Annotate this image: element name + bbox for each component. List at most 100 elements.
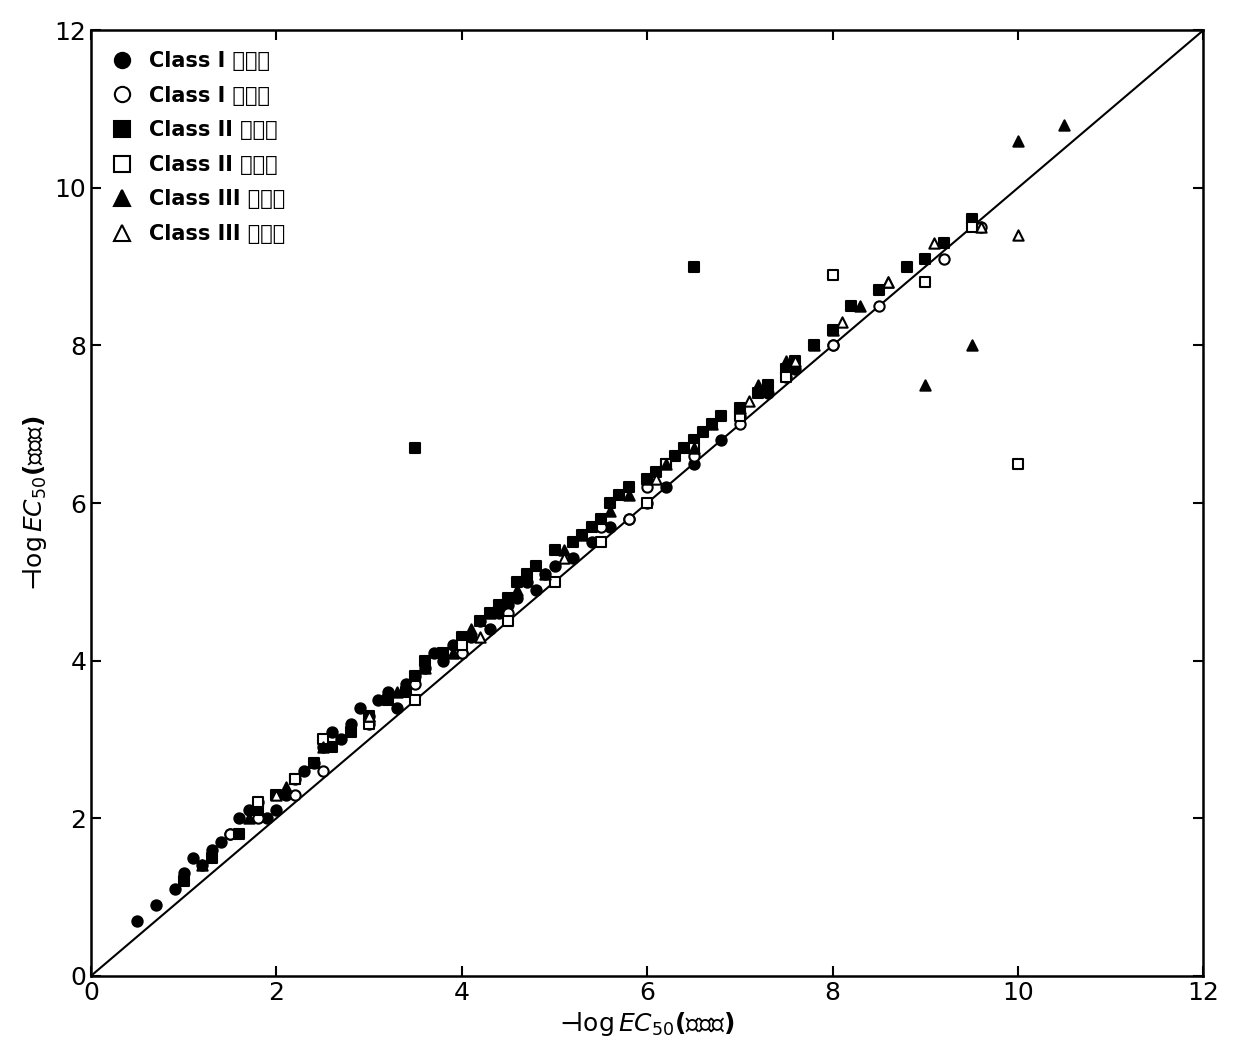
Point: [702, 416, 722, 433]
Point: [971, 219, 991, 236]
Point: [582, 518, 601, 535]
Point: [600, 518, 620, 535]
Point: [776, 369, 796, 385]
Point: [573, 526, 593, 543]
Point: [822, 321, 842, 338]
Point: [730, 416, 750, 433]
Point: [312, 739, 332, 756]
Point: [591, 510, 611, 527]
Point: [758, 384, 777, 401]
Point: [544, 573, 564, 590]
Point: [433, 652, 453, 669]
Point: [480, 621, 500, 638]
Point: [656, 455, 676, 472]
Point: [683, 439, 703, 456]
Point: [443, 636, 463, 653]
Point: [683, 258, 703, 275]
Point: [360, 715, 379, 732]
Point: [285, 770, 305, 787]
Point: [498, 605, 518, 622]
Point: [822, 337, 842, 354]
Point: [341, 723, 361, 740]
Point: [822, 337, 842, 354]
Point: [1008, 132, 1028, 149]
Point: [915, 376, 935, 393]
Point: [480, 605, 500, 622]
Point: [165, 881, 185, 898]
Point: [544, 558, 564, 575]
Point: [915, 250, 935, 267]
Point: [221, 825, 241, 842]
Point: [192, 857, 212, 874]
Point: [878, 274, 898, 291]
Point: [637, 479, 657, 496]
Point: [925, 235, 945, 252]
Point: [637, 471, 657, 488]
Point: [758, 376, 777, 393]
Point: [683, 431, 703, 448]
Point: [749, 384, 769, 401]
Point: [1054, 116, 1074, 133]
X-axis label: $-\!\log EC_{50}$(实验值): $-\!\log EC_{50}$(实验值): [559, 1010, 735, 1038]
Point: [785, 353, 805, 370]
Point: [683, 447, 703, 464]
Point: [202, 841, 222, 858]
Point: [248, 794, 268, 811]
Point: [637, 471, 657, 488]
Point: [322, 723, 342, 740]
Point: [128, 912, 148, 929]
Point: [387, 699, 407, 716]
Point: [730, 408, 750, 425]
Point: [360, 707, 379, 724]
Point: [619, 487, 639, 504]
Point: [470, 628, 490, 645]
Point: [267, 802, 286, 819]
Point: [146, 896, 166, 913]
Legend: Class I 训练集, Class I 验证集, Class II 训练集, Class II 验证集, Class III 训练集, Class III 验: Class I 训练集, Class I 验证集, Class II 训练集, …: [102, 40, 296, 254]
Point: [712, 408, 732, 425]
Point: [405, 668, 425, 685]
Point: [221, 825, 241, 842]
Point: [507, 581, 527, 598]
Point: [563, 550, 583, 567]
Point: [405, 692, 425, 708]
Point: [675, 439, 694, 456]
Point: [841, 298, 861, 315]
Point: [285, 770, 305, 787]
Point: [405, 676, 425, 693]
Point: [554, 542, 574, 559]
Point: [591, 518, 611, 535]
Point: [563, 534, 583, 551]
Point: [239, 802, 259, 819]
Point: [582, 534, 601, 551]
Point: [211, 833, 231, 850]
Point: [489, 605, 508, 622]
Point: [470, 613, 490, 630]
Point: [507, 573, 527, 590]
Point: [275, 786, 295, 803]
Point: [637, 495, 657, 511]
Point: [683, 455, 703, 472]
Point: [248, 810, 268, 827]
Point: [415, 652, 435, 669]
Point: [962, 337, 982, 354]
Point: [360, 715, 379, 732]
Point: [312, 739, 332, 756]
Point: [897, 258, 916, 275]
Point: [637, 495, 657, 511]
Point: [489, 597, 508, 614]
Point: [526, 581, 546, 598]
Point: [507, 589, 527, 606]
Point: [229, 810, 249, 827]
Point: [1008, 227, 1028, 244]
Point: [683, 439, 703, 456]
Point: [498, 597, 518, 614]
Point: [184, 849, 203, 866]
Point: [378, 692, 398, 708]
Point: [776, 369, 796, 385]
Point: [424, 644, 444, 661]
Point: [785, 361, 805, 378]
Point: [174, 873, 193, 890]
Point: [517, 573, 537, 590]
Point: [554, 550, 574, 567]
